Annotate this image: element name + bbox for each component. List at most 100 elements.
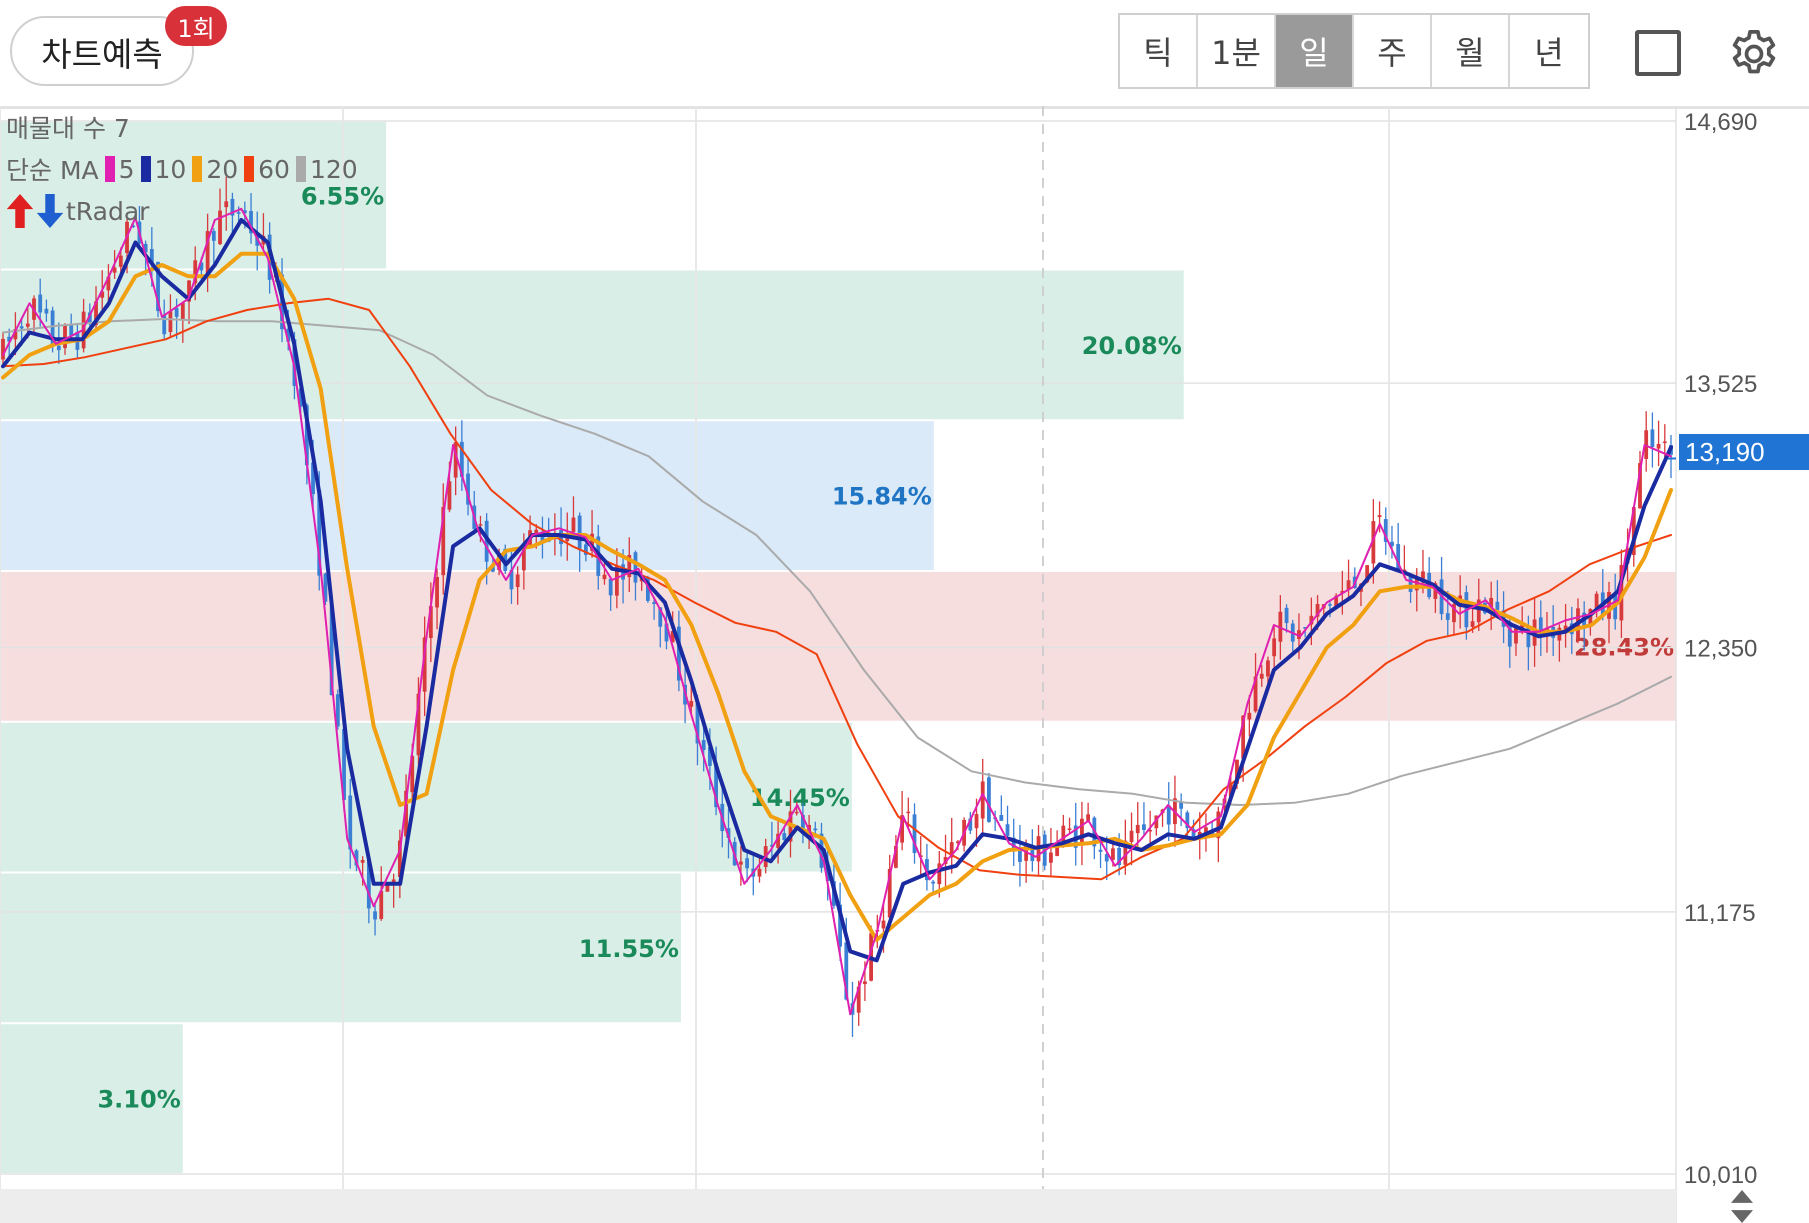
candle-body-59 — [366, 859, 371, 909]
candle-body-138 — [856, 986, 861, 1013]
ma-120-label: 120 — [309, 154, 358, 184]
candle-body-198 — [1228, 782, 1233, 797]
tab-1min[interactable]: 1분 — [1198, 15, 1276, 87]
candle-body-40 — [249, 211, 253, 234]
candle-body-35 — [218, 210, 222, 245]
candle-body-228 — [1414, 578, 1419, 591]
ma-20-label: 20 — [206, 154, 239, 184]
candle-body-234 — [1452, 604, 1456, 623]
square-outline-icon[interactable] — [1635, 30, 1681, 76]
volume-zone-label-0: 3.10% — [97, 1086, 180, 1114]
ma-legend: 단순 MA 5 10 20 60 120 — [6, 148, 366, 190]
candle-body-19 — [118, 255, 123, 267]
ma-10-swatch — [140, 156, 151, 182]
candle-body-175 — [1086, 814, 1091, 821]
candle-body-132 — [819, 833, 824, 868]
candle-body-184 — [1142, 824, 1146, 830]
candle-body-33 — [205, 231, 210, 275]
candle-body-216 — [1340, 590, 1345, 594]
candle-body-149 — [925, 859, 929, 881]
tab-day[interactable]: 일 — [1276, 15, 1354, 87]
candle-body-220 — [1365, 565, 1370, 583]
candle-body-201 — [1247, 712, 1252, 720]
candle-body-263 — [1631, 507, 1636, 555]
candle-body-83 — [515, 574, 520, 588]
candle-body-191 — [1185, 812, 1190, 829]
candle-body-166 — [1030, 846, 1035, 862]
candle-body-172 — [1067, 828, 1072, 830]
candle-body-49 — [304, 405, 309, 466]
candle-body-8 — [50, 310, 55, 346]
candle-body-93 — [577, 515, 582, 549]
candle-body-84 — [521, 547, 526, 571]
tab-week[interactable]: 주 — [1354, 15, 1432, 87]
candle-body-214 — [1328, 604, 1332, 606]
candle-body-221 — [1371, 521, 1376, 564]
candle-body-256 — [1588, 609, 1593, 626]
candle-body-244 — [1514, 627, 1518, 644]
candle-body-131 — [813, 828, 818, 831]
candle-body-225 — [1396, 544, 1401, 569]
candle-body-161 — [999, 814, 1004, 821]
candle-body-229 — [1421, 571, 1425, 583]
candle-body-217 — [1346, 580, 1351, 590]
gear-icon[interactable] — [1726, 26, 1782, 82]
tab-year[interactable]: 년 — [1534, 34, 1564, 72]
candle-body-136 — [844, 942, 849, 1000]
tab-tick[interactable]: 틱 — [1120, 15, 1198, 87]
candle-body-106 — [658, 607, 663, 627]
chart-predict-button[interactable]: 차트예측 — [10, 16, 194, 86]
chart-legend: 매물대 수 7 단순 MA 5 10 20 60 120 tRadar — [6, 106, 366, 232]
candle-body-60 — [373, 911, 377, 920]
volume-profile-legend: 매물대 수 7 — [6, 106, 366, 148]
candle-body-188 — [1166, 805, 1171, 825]
candle-body-55 — [342, 729, 346, 800]
candle-body-150 — [931, 881, 936, 884]
candle-body-120 — [745, 858, 749, 869]
candle-body-36 — [224, 201, 229, 208]
candle-body-146 — [906, 811, 911, 814]
candle-body-126 — [782, 833, 787, 841]
candle-body-75 — [466, 473, 470, 505]
price-chart[interactable]: 3.10%11.55%14.45%28.43%15.84%20.08%6.55%… — [0, 106, 1809, 1223]
candle-body-66 — [410, 755, 415, 793]
candle-body-180 — [1117, 847, 1122, 866]
candle-body-73 — [453, 442, 458, 478]
x-axis-bar[interactable] — [0, 1189, 1676, 1223]
candle-body-107 — [664, 623, 669, 642]
candle-body-54 — [335, 694, 340, 727]
candle-body-238 — [1476, 599, 1481, 623]
y-tick-label-2: 12,350 — [1684, 636, 1757, 663]
candle-body-227 — [1408, 574, 1413, 592]
candle-body-145 — [900, 815, 905, 843]
candle-body-108 — [670, 631, 675, 643]
candle-body-211 — [1309, 615, 1314, 625]
candle-body-105 — [652, 602, 656, 604]
tab-month[interactable]: 월 — [1432, 15, 1510, 87]
candle-body-29 — [180, 302, 185, 321]
candle-body-32 — [199, 262, 204, 271]
ma-prefix: 단순 MA — [6, 156, 99, 185]
candle-body-194 — [1204, 827, 1208, 837]
candle-body-28 — [174, 307, 179, 317]
candle-body-27 — [168, 311, 173, 333]
candle-body-252 — [1563, 625, 1568, 631]
candle-body-104 — [645, 577, 650, 601]
candle-body-192 — [1191, 829, 1196, 839]
candle-body-119 — [738, 861, 743, 865]
candle-body-113 — [701, 740, 706, 751]
candle-body-268 — [1662, 441, 1667, 443]
candle-body-139 — [863, 981, 867, 985]
candle-body-52 — [323, 573, 328, 602]
candle-body-212 — [1315, 604, 1320, 617]
candle-body-86 — [534, 529, 539, 535]
ma-5-label: 5 — [118, 154, 135, 184]
candle-body-34 — [211, 231, 216, 241]
candle-body-224 — [1390, 541, 1394, 547]
scroll-updown-icon[interactable] — [1728, 1190, 1756, 1223]
chart-predict-label: 차트예측 — [41, 35, 163, 74]
candle-body-162 — [1005, 824, 1010, 836]
candle-body-231 — [1433, 583, 1438, 599]
period-tab-group: 틱 1분 일 주 월 년 — [1118, 13, 1590, 89]
candle-body-14 — [87, 312, 92, 324]
